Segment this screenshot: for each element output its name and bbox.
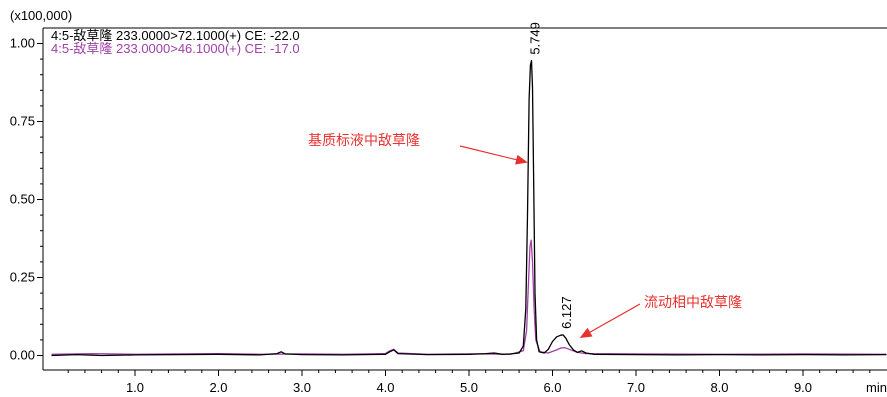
annotation-matrix-arrow [459, 145, 528, 165]
series-line-0 [51, 60, 887, 357]
x-tick-label: 4.0 [376, 380, 394, 395]
y-axis-ticks: 0.00 0.25 0.50 0.75 1.00 [10, 36, 43, 363]
x-tick-label: 5.0 [460, 380, 478, 395]
peak-labels: 5.749 6.127 [528, 22, 575, 329]
y-tick-label: 1.00 [10, 36, 35, 51]
peak-label: 6.127 [559, 296, 574, 329]
annotation-mobile-phase-label: 流动相中敌草隆 [644, 295, 742, 311]
y-tick-label: 0.50 [10, 192, 35, 207]
x-axis-ticks: 1.0 2.0 3.0 4.0 5.0 6.0 7.0 8.0 9.0 [67, 370, 871, 395]
y-scale-note: (x100,000) [10, 8, 72, 23]
x-tick-label: 8.0 [710, 380, 728, 395]
annotation-matrix-label: 基质标液中敌草隆 [308, 132, 420, 149]
series-line-1 [51, 239, 887, 355]
y-tick-label: 0.00 [10, 348, 35, 363]
legend-entry-46: 4:5-敌草隆 233.0000>46.1000(+) CE: -17.0 [51, 41, 300, 56]
x-tick-label: 3.0 [293, 380, 311, 395]
y-tick-label: 0.75 [10, 114, 35, 129]
x-axis-unit: min [866, 380, 887, 395]
peak-label: 5.749 [528, 22, 543, 55]
x-tick-label: 9.0 [794, 380, 812, 395]
y-tick-label: 0.25 [10, 270, 35, 285]
series-traces [51, 60, 887, 357]
x-tick-label: 2.0 [209, 380, 227, 395]
x-tick-label: 6.0 [543, 380, 561, 395]
x-tick-label: 7.0 [627, 380, 645, 395]
annotation-mobile-phase-arrow [579, 303, 641, 338]
legend-entry-72: 4:5-敌草隆 233.0000>72.1000(+) CE: -22.0 [51, 28, 300, 43]
x-tick-label: 1.0 [126, 380, 144, 395]
